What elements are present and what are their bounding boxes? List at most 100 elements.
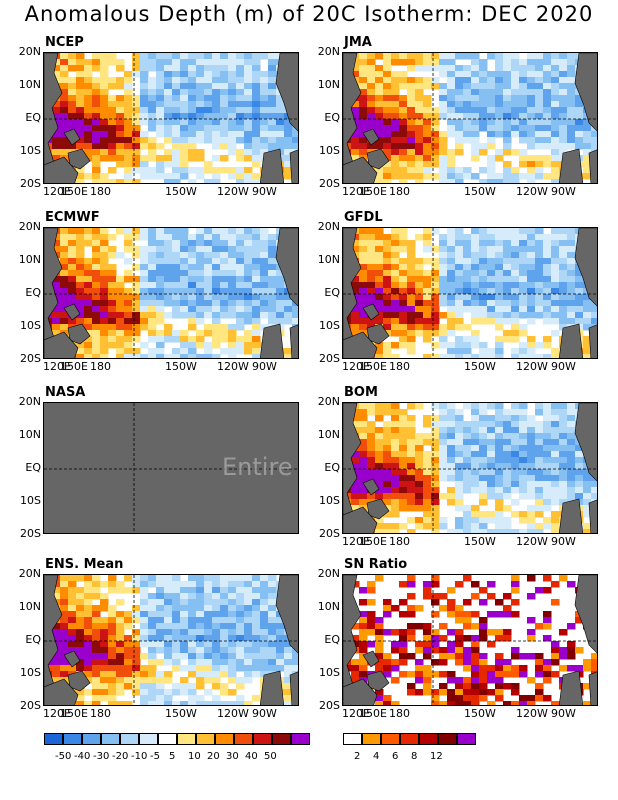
lat-label: 20N xyxy=(317,220,340,233)
sn-swatch xyxy=(457,733,476,745)
map-ncep xyxy=(43,52,299,184)
lon-label: 150E xyxy=(359,707,387,720)
lat-label: 10S xyxy=(319,144,340,157)
lon-label: 120E xyxy=(43,707,71,720)
land-mass xyxy=(67,670,91,692)
sn-tick-label: 2 xyxy=(354,751,361,762)
land-mass xyxy=(259,323,285,358)
sn-swatch xyxy=(362,733,381,745)
lat-label: EQ xyxy=(25,461,41,474)
lon-label: 150W xyxy=(463,360,496,373)
sn-tick-label: 12 xyxy=(430,751,443,762)
lat-label: 20N xyxy=(317,567,340,580)
lat-label: 10N xyxy=(18,600,41,613)
lon-label: 150E xyxy=(359,360,387,373)
land-mass xyxy=(588,499,597,533)
lon-label: 150E xyxy=(60,707,88,720)
sn-swatch xyxy=(419,733,438,745)
lon-label: 150E xyxy=(359,185,387,198)
lat-label: 20N xyxy=(18,567,41,580)
lon-label: 150W xyxy=(463,535,496,548)
anomaly-swatch xyxy=(272,733,291,745)
lat-label: 10S xyxy=(319,666,340,679)
lon-label: 150W xyxy=(164,707,197,720)
anomaly-tick-label: -30 xyxy=(93,751,110,762)
lon-label: 120W xyxy=(516,185,548,198)
lat-label: 10N xyxy=(317,428,340,441)
lat-label: 20S xyxy=(20,699,41,712)
anomaly-tick-label: 20 xyxy=(207,751,220,762)
lat-label: 10S xyxy=(20,666,41,679)
lon-label: 90W xyxy=(551,185,576,198)
lat-label: 10S xyxy=(319,494,340,507)
land-mass xyxy=(63,650,81,668)
anomaly-tick-label: 30 xyxy=(226,751,239,762)
sn-tick-label: 8 xyxy=(411,751,418,762)
lon-label: 180 xyxy=(389,535,410,548)
lon-label: 150E xyxy=(359,535,387,548)
lon-label: 120E xyxy=(342,360,370,373)
lat-label: 20S xyxy=(319,699,340,712)
lat-label: 20N xyxy=(18,220,41,233)
land-mass xyxy=(67,323,91,345)
lat-label: 10S xyxy=(20,319,41,332)
lat-label: EQ xyxy=(324,461,340,474)
lon-label: 90W xyxy=(551,707,576,720)
lon-label: 180 xyxy=(90,707,111,720)
land-mass xyxy=(275,228,298,307)
lat-label: 20N xyxy=(317,45,340,58)
lon-label: 150E xyxy=(60,185,88,198)
anomaly-swatch xyxy=(253,733,272,745)
lat-label: 20N xyxy=(317,395,340,408)
lon-label: 150W xyxy=(164,360,197,373)
lon-label: 120E xyxy=(342,535,370,548)
lat-label: 20S xyxy=(20,177,41,190)
anomaly-tick-label: -10 xyxy=(131,751,148,762)
lat-label: 20N xyxy=(18,395,41,408)
lon-label: 90W xyxy=(252,707,277,720)
anomaly-tick-label: 40 xyxy=(245,751,258,762)
lon-label: 90W xyxy=(252,185,277,198)
lat-label: EQ xyxy=(25,633,41,646)
lon-label: 120W xyxy=(516,360,548,373)
sn-swatch xyxy=(400,733,419,745)
land-mass xyxy=(275,53,298,132)
lat-label: 10N xyxy=(18,78,41,91)
land-mass xyxy=(558,323,584,358)
land-mass xyxy=(259,148,285,183)
panel-title-ncep: NCEP xyxy=(45,35,84,50)
lon-label: 90W xyxy=(551,360,576,373)
lat-label: EQ xyxy=(25,111,41,124)
lon-label: 180 xyxy=(389,360,410,373)
land-mass xyxy=(275,575,298,654)
lon-label: 90W xyxy=(551,535,576,548)
anomaly-tick-label: -20 xyxy=(112,751,129,762)
lat-label: 20S xyxy=(319,527,340,540)
anomaly-tick-label: -50 xyxy=(55,751,72,762)
lat-label: EQ xyxy=(324,286,340,299)
anomaly-swatch xyxy=(120,733,139,745)
anomaly-swatch xyxy=(196,733,215,745)
lon-label: 120W xyxy=(516,535,548,548)
land-mass xyxy=(558,498,584,533)
anomaly-tick-label: 5 xyxy=(169,751,176,762)
land-mass xyxy=(343,156,378,183)
land-mass xyxy=(366,148,390,170)
land-mass xyxy=(366,670,390,692)
anomaly-tick-label: 50 xyxy=(264,751,277,762)
land-mass xyxy=(574,575,597,654)
lat-label: 10N xyxy=(317,253,340,266)
lon-label: 120W xyxy=(217,185,249,198)
lat-label: 10N xyxy=(18,253,41,266)
land-mass xyxy=(366,323,390,345)
panel-title-sn-ratio: SN Ratio xyxy=(344,557,408,572)
lon-label: 150W xyxy=(164,185,197,198)
sn-tick-label: 6 xyxy=(392,751,399,762)
sn-swatch xyxy=(438,733,457,745)
lon-label: 180 xyxy=(389,185,410,198)
map-nasa: Entire Gr xyxy=(43,402,299,534)
land-mass xyxy=(343,678,378,705)
lon-label: 150W xyxy=(463,185,496,198)
map-ecmwf xyxy=(43,227,299,359)
anomaly-tick-label: -5 xyxy=(150,751,160,762)
